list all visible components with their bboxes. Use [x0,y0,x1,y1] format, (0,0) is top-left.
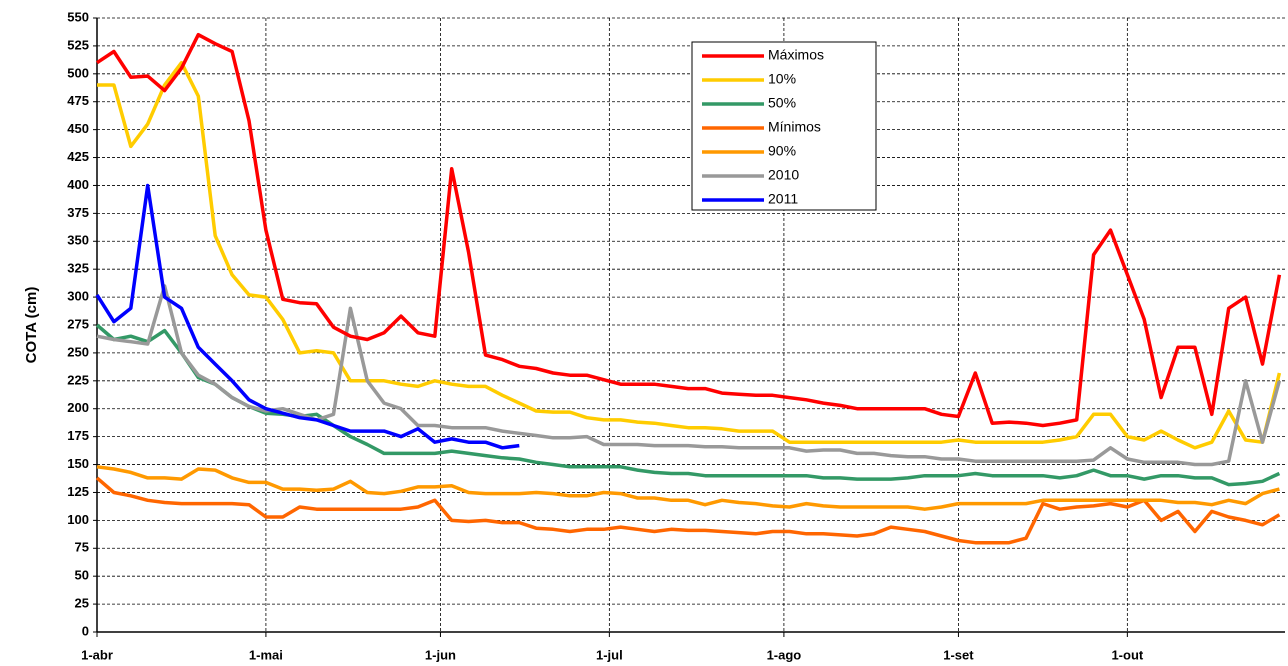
legend-label: 10% [768,71,796,87]
legend-label: Máximos [768,47,824,63]
y-tick-label: 475 [67,93,89,108]
y-tick-label: 550 [67,9,89,24]
y-tick-label: 125 [67,484,89,499]
y-tick-label: 400 [67,177,89,192]
y-tick-label: 225 [67,372,89,387]
y-tick-label: 175 [67,428,89,443]
y-tick-label: 350 [67,233,89,248]
y-tick-label: 0 [82,623,89,638]
data-line [96,32,1282,428]
y-tick-label: 25 [75,596,89,611]
x-tick-label: 1-ago [767,647,802,662]
data-line [97,60,1282,450]
y-tick-label: 325 [67,261,89,276]
data-line [95,476,1281,545]
y-tick-label: 300 [67,289,89,304]
data-line [95,323,1281,487]
y-tick-label: 150 [67,456,89,471]
y-tick-label: 100 [67,512,89,527]
y-tick-label: 450 [67,121,89,136]
legend-label: 2010 [768,167,799,183]
y-tick-label: 50 [75,568,89,583]
y-tick-label: 525 [67,37,89,52]
data-line [95,183,520,450]
y-tick-label: 200 [67,400,89,415]
y-tick-label: 425 [67,149,89,164]
y-tick-label: 375 [67,205,89,220]
y-tick-label: 250 [67,344,89,359]
legend-label: 2011 [768,191,798,207]
legend: Máximos 10% 50% Mínimos 90% 2010 2011 [691,41,877,211]
y-tick-label: 275 [67,316,89,331]
y-tick-label: 75 [75,540,89,555]
data-line [96,284,1282,467]
legend-label: Mínimos [768,119,821,135]
y-tick-label: 500 [67,65,89,80]
data-line [96,465,1280,511]
x-tick-label: 1-mai [249,647,283,662]
x-tick-label: 1-abr [81,647,113,662]
x-tick-label: 1-set [943,647,974,662]
legend-box [691,41,877,211]
legend-label: 50% [768,95,796,111]
x-tick-label: 1-out [1111,647,1143,662]
x-tick-label: 1-jul [596,647,623,662]
legend-label: 90% [768,143,796,159]
x-tick-label: 1-jun [425,647,456,662]
y-axis-label: COTA (cm) [23,287,40,364]
